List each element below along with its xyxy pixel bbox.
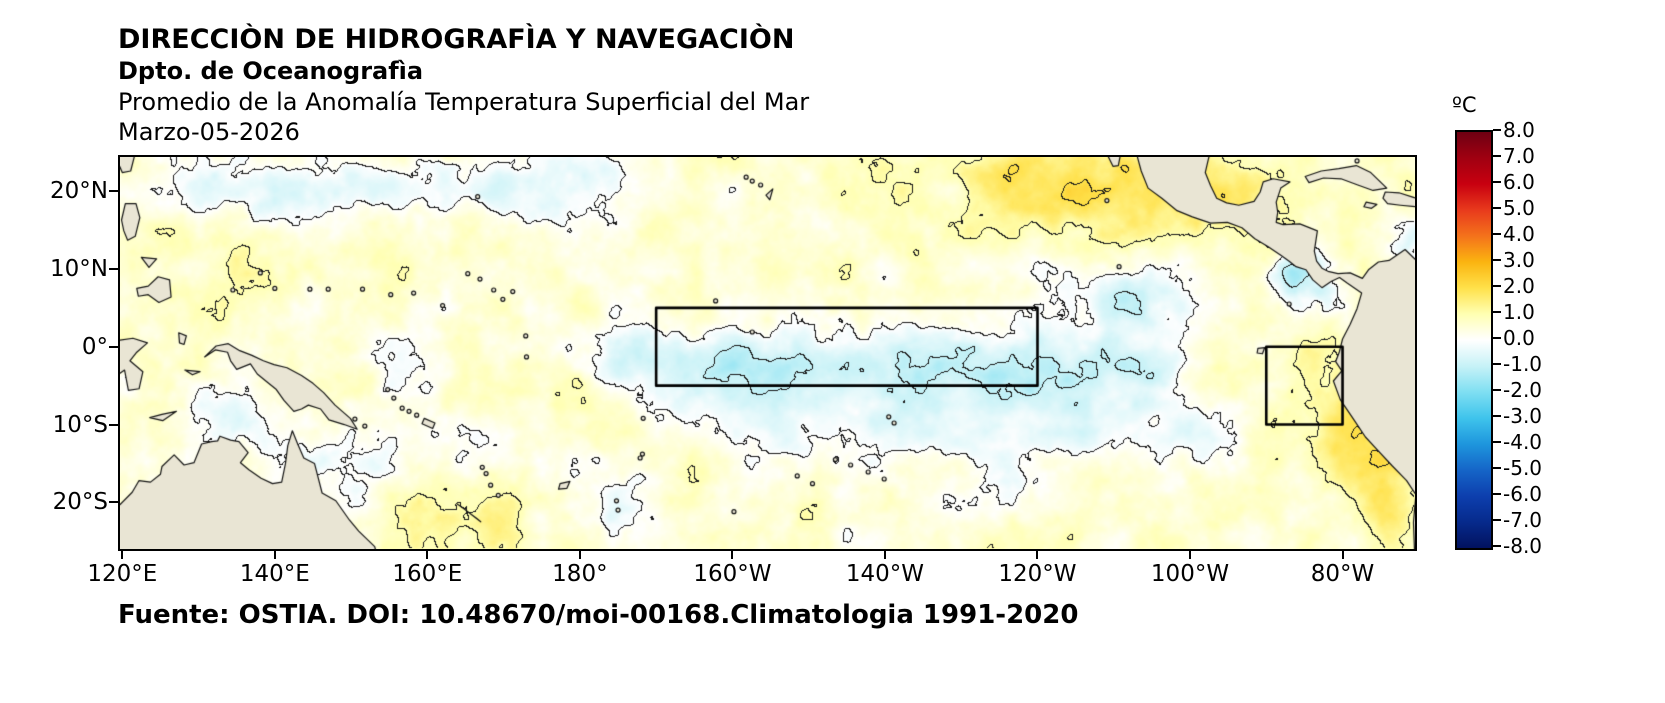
colorbar-tick-label: -2.0 [1503,378,1543,402]
colorbar-tick-mark [1493,155,1501,157]
colorbar-tick-mark [1493,415,1501,417]
lat-tick-label: 20°N [50,178,108,205]
colorbar-tick-mark [1493,519,1501,521]
colorbar-tick-mark [1493,311,1501,313]
lat-tick-label: 20°S [52,489,108,516]
org-title: DIRECCIÒN DE HIDROGRAFÌA Y NAVEGACIÒN [118,24,795,55]
colorbar-tick-label: 1.0 [1503,300,1535,324]
lon-tick-mark [1341,551,1344,559]
colorbar-tick-label: -3.0 [1503,404,1543,428]
lat-tick-mark [109,268,118,270]
lon-tick-label: 100°W [1150,561,1230,587]
colorbar-tick-mark [1493,233,1501,235]
lon-tick-mark [1189,551,1191,559]
colorbar-tick-label: 0.0 [1503,326,1535,350]
colorbar-tick-label: 6.0 [1503,170,1535,194]
colorbar-tick-label: 7.0 [1503,144,1535,168]
lat-tick-label: 0° [81,333,108,360]
colorbar-tick-mark [1493,207,1501,209]
lat-tick-label: 10°N [50,256,108,282]
colorbar-tick-mark [1493,129,1501,131]
colorbar-tick-mark [1493,545,1501,547]
source-caption: Fuente: OSTIA. DOI: 10.48670/moi-00168.C… [118,600,1079,630]
lat-tick-mark [109,345,118,348]
colorbar-tick-label: -6.0 [1503,482,1543,506]
lon-tick-mark [121,551,124,559]
colorbar-tick-label: -8.0 [1503,534,1543,558]
lat-tick-mark [109,501,118,504]
lon-tick-label: 180° [552,561,608,587]
lon-tick-mark [426,551,429,559]
lon-tick-mark [883,551,886,559]
lon-tick-label: 160°E [392,561,463,587]
lon-tick-label: 160°W [693,561,772,587]
colorbar-tick-label: 3.0 [1503,248,1535,272]
colorbar-tick-mark [1493,441,1501,443]
lon-tick-mark [1036,551,1039,559]
chart-date: Marzo-05-2026 [118,118,300,146]
lon-tick-label: 80°W [1310,561,1375,587]
colorbar-tick-label: 4.0 [1503,222,1535,246]
colorbar-tick-mark [1493,337,1501,339]
lon-tick-label: 140°W [845,561,925,587]
colorbar-tick-mark [1493,181,1501,183]
colorbar-tick-mark [1493,389,1501,391]
lon-tick-mark [731,551,734,559]
lat-tick-label: 10°S [52,411,108,438]
colorbar-unit-label: ºC [1452,93,1477,117]
colorbar-tick-label: -1.0 [1503,352,1543,376]
dept-title: Dpto. de Oceanografìa [118,57,424,85]
colorbar-tick-label: 5.0 [1503,196,1535,220]
colorbar-tick-mark [1493,363,1501,365]
lon-tick-label: 120°W [998,561,1077,587]
lon-tick-mark [578,551,581,559]
colorbar-tick-label: 2.0 [1503,274,1535,298]
colorbar-tick-label: -4.0 [1503,430,1543,454]
colorbar-tick-label: 8.0 [1503,118,1535,142]
chart-subtitle: Promedio de la Anomalía Temperatura Supe… [118,88,810,116]
lon-tick-mark [273,551,276,559]
colorbar [1455,130,1493,550]
lat-tick-mark [109,190,118,193]
lat-tick-mark [109,423,118,426]
colorbar-tick-label: -7.0 [1503,508,1543,532]
sst-anomaly-map [118,155,1417,551]
lon-tick-label: 120°E [87,561,158,587]
colorbar-tick-mark [1493,285,1501,287]
colorbar-tick-mark [1493,259,1501,261]
colorbar-tick-mark [1493,467,1501,469]
colorbar-tick-mark [1493,493,1501,495]
colorbar-tick-label: -5.0 [1503,456,1543,480]
lon-tick-label: 140°E [239,561,310,587]
